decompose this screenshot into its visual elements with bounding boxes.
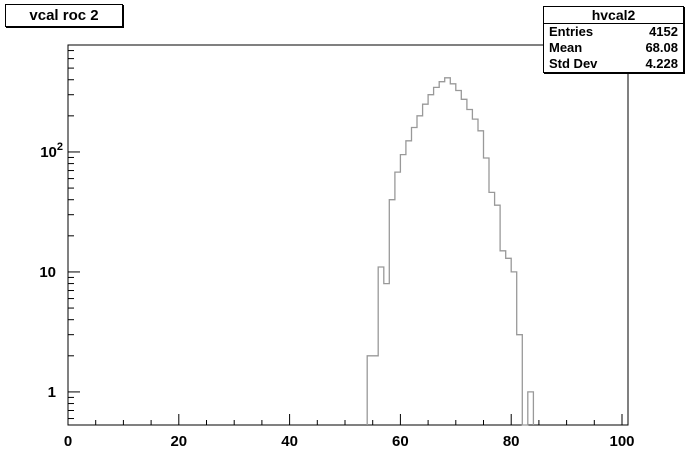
x-axis-tick-label: 100 bbox=[609, 433, 634, 450]
stats-row-entries: Entries 4152 bbox=[544, 24, 683, 40]
x-axis-tick-label: 80 bbox=[503, 433, 520, 450]
stats-row-stddev: Std Dev 4.228 bbox=[544, 56, 683, 72]
stats-value: 4152 bbox=[649, 24, 678, 39]
x-axis-tick-label: 40 bbox=[281, 433, 298, 450]
y-axis-tick-label: 10 bbox=[39, 264, 56, 281]
plot-title-box: vcal roc 2 bbox=[5, 4, 123, 27]
x-axis-tick-label: 20 bbox=[170, 433, 187, 450]
stats-row-mean: Mean 68.08 bbox=[544, 40, 683, 56]
stats-box-title: hvcal2 bbox=[544, 7, 683, 24]
stats-value: 4.228 bbox=[645, 56, 678, 71]
y-axis-tick-label: 1 bbox=[48, 384, 56, 401]
stats-value: 68.08 bbox=[645, 40, 678, 55]
stats-box: hvcal2 Entries 4152 Mean 68.08 Std Dev 4… bbox=[543, 6, 684, 73]
stats-label: Mean bbox=[549, 40, 583, 55]
x-axis-tick-label: 0 bbox=[64, 433, 72, 450]
y-axis-tick-label: 102 bbox=[40, 141, 63, 161]
x-axis-tick-label: 60 bbox=[392, 433, 409, 450]
histogram-step-line bbox=[366, 77, 535, 426]
stats-label: Std Dev bbox=[549, 56, 598, 71]
plot-frame bbox=[67, 44, 629, 426]
stats-label: Entries bbox=[549, 24, 594, 39]
plot-title: vcal roc 2 bbox=[29, 7, 99, 24]
